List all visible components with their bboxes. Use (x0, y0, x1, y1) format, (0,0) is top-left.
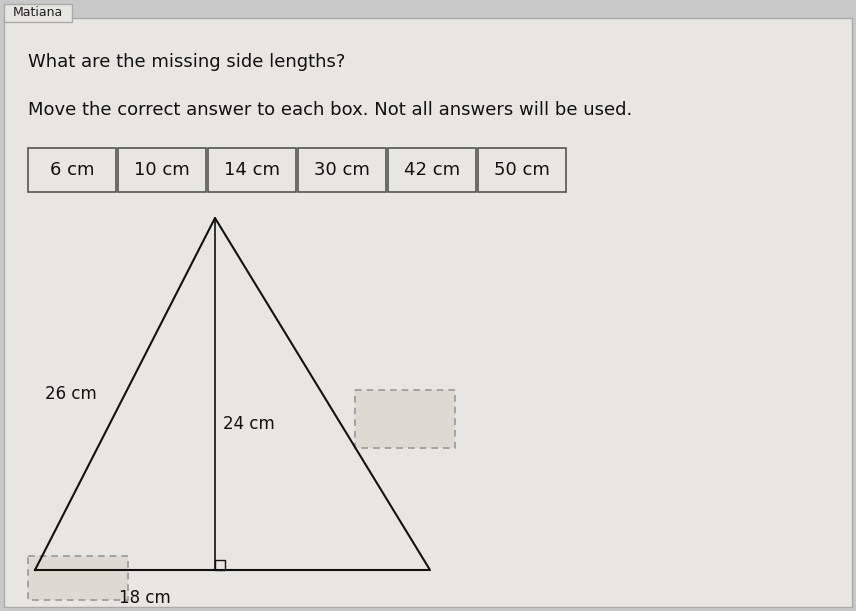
Text: What are the missing side lengths?: What are the missing side lengths? (28, 53, 345, 71)
Bar (208, 148, 296, 192)
Text: Matiana: Matiana (13, 7, 63, 20)
Bar (478, 148, 566, 192)
Text: 18 cm: 18 cm (119, 589, 171, 607)
Bar (215, 560, 225, 570)
Bar (4, 4, 72, 22)
Bar (298, 148, 386, 192)
Text: 14 cm: 14 cm (224, 161, 280, 179)
Bar (28, 556, 128, 600)
Bar (388, 148, 476, 192)
Text: 30 cm: 30 cm (314, 161, 370, 179)
Text: 50 cm: 50 cm (494, 161, 550, 179)
Text: 42 cm: 42 cm (404, 161, 460, 179)
Text: Move the correct answer to each box. Not all answers will be used.: Move the correct answer to each box. Not… (28, 101, 633, 119)
Bar (355, 390, 455, 448)
Text: 24 cm: 24 cm (223, 415, 275, 433)
Text: 10 cm: 10 cm (134, 161, 190, 179)
Text: 26 cm: 26 cm (45, 385, 97, 403)
Bar (28, 148, 116, 192)
Text: 6 cm: 6 cm (50, 161, 94, 179)
Bar (118, 148, 206, 192)
